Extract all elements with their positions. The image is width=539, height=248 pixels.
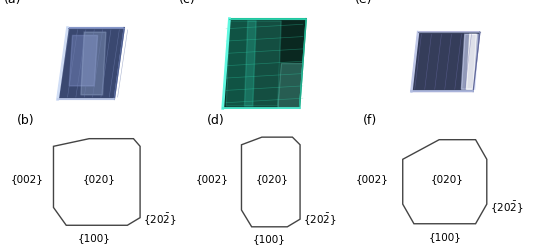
Polygon shape — [466, 34, 476, 89]
Text: {100}: {100} — [253, 234, 286, 244]
Text: {020}: {020} — [431, 174, 464, 184]
Text: {002}: {002} — [196, 174, 229, 185]
Text: (f): (f) — [363, 114, 377, 127]
Polygon shape — [403, 140, 487, 224]
Polygon shape — [245, 21, 281, 106]
Text: (d): (d) — [207, 114, 224, 127]
Polygon shape — [223, 19, 306, 108]
Text: {20$\bar{2}$}: {20$\bar{2}$} — [489, 199, 523, 215]
Polygon shape — [278, 63, 303, 108]
Polygon shape — [81, 32, 106, 95]
Text: (c): (c) — [179, 0, 196, 6]
Polygon shape — [69, 35, 98, 86]
Text: (a): (a) — [4, 0, 22, 6]
Text: {002}: {002} — [356, 174, 389, 184]
Polygon shape — [53, 139, 140, 225]
Polygon shape — [58, 28, 125, 99]
Text: (e): (e) — [355, 0, 372, 6]
Polygon shape — [411, 32, 480, 92]
Text: {20$\bar{2}$}: {20$\bar{2}$} — [143, 211, 176, 227]
Text: {020}: {020} — [83, 174, 116, 185]
Polygon shape — [461, 34, 478, 89]
Text: {020}: {020} — [255, 174, 288, 185]
Text: (b): (b) — [17, 114, 35, 127]
Text: {100}: {100} — [429, 232, 461, 242]
Text: {002}: {002} — [10, 174, 43, 185]
Text: {20$\bar{2}$}: {20$\bar{2}$} — [302, 211, 336, 227]
Polygon shape — [226, 21, 256, 106]
Polygon shape — [241, 137, 300, 227]
Text: {100}: {100} — [78, 233, 110, 243]
